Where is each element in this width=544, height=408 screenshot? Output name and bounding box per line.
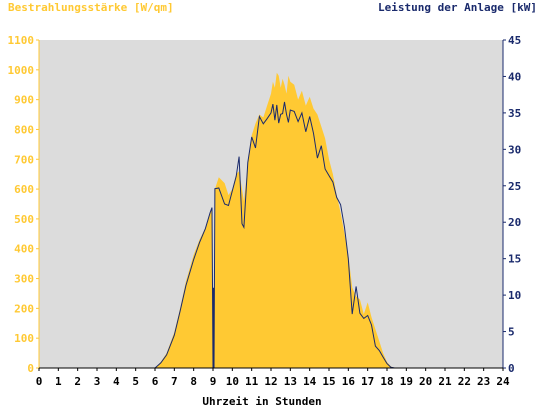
- right-axis-ticks: 0 5 10 15 20 25 30 35 40 45: [503, 34, 521, 375]
- left-tick-label: 800: [14, 123, 34, 136]
- irradiance-area-series: [39, 72, 503, 369]
- left-axis-title: Bestrahlungsstärke [W/qm]: [8, 1, 174, 14]
- x-tick-label: 5: [132, 375, 139, 388]
- right-tick-label: 20: [508, 216, 521, 229]
- x-tick-label: 12: [264, 375, 277, 388]
- power-line-layer: [39, 101, 503, 369]
- left-tick-label: 100: [14, 332, 34, 345]
- power-line-series: [39, 101, 503, 369]
- x-axis-label: Uhrzeit in Stunden: [202, 395, 321, 408]
- right-axis-title: Leistung der Anlage [kW]: [378, 1, 537, 14]
- irradiance-area-layer: [39, 72, 503, 369]
- left-tick-label: 200: [14, 302, 34, 315]
- right-tick-label: 10: [508, 289, 521, 302]
- x-tick-label: 17: [361, 375, 374, 388]
- x-tick-label: 13: [284, 375, 297, 388]
- x-tick-label: 9: [210, 375, 217, 388]
- x-tick-label: 4: [113, 375, 120, 388]
- x-tick-label: 15: [322, 375, 335, 388]
- right-tick-label: 30: [508, 143, 521, 156]
- x-axis-ticks: 0 1 2 3 4 5 6 7 8 9 10 11 12 13 14 15 16 17 18 19 20 21 22 23 24: [36, 368, 510, 388]
- x-tick-label: 0: [36, 375, 43, 388]
- x-tick-label: 1: [55, 375, 62, 388]
- x-tick-label: 24: [496, 375, 510, 388]
- right-tick-label: 45: [508, 34, 521, 47]
- left-tick-label: 600: [14, 183, 34, 196]
- left-tick-label: 1100: [8, 34, 35, 47]
- x-tick-label: 22: [458, 375, 471, 388]
- x-tick-label: 16: [342, 375, 356, 388]
- left-tick-label: 1000: [8, 64, 35, 77]
- x-tick-label: 10: [226, 375, 239, 388]
- x-tick-label: 14: [303, 375, 317, 388]
- left-tick-label: 700: [14, 153, 34, 166]
- right-tick-label: 25: [508, 180, 521, 193]
- right-tick-label: 5: [508, 326, 515, 339]
- x-tick-label: 19: [400, 375, 413, 388]
- x-tick-label: 3: [94, 375, 101, 388]
- right-tick-label: 15: [508, 253, 521, 266]
- x-tick-label: 23: [477, 375, 490, 388]
- left-tick-label: 0: [27, 362, 34, 375]
- left-axis-ticks: 0 100 200 300 400 500 600 700 800 900 1000 1100: [8, 34, 39, 375]
- right-tick-label: 35: [508, 107, 521, 120]
- x-tick-label: 7: [171, 375, 178, 388]
- x-tick-label: 20: [419, 375, 432, 388]
- left-tick-label: 300: [14, 273, 34, 286]
- x-tick-label: 8: [190, 375, 197, 388]
- x-tick-label: 11: [245, 375, 259, 388]
- left-tick-label: 500: [14, 213, 34, 226]
- right-tick-label: 40: [508, 70, 521, 83]
- x-tick-label: 2: [74, 375, 81, 388]
- right-tick-label: 0: [508, 362, 515, 375]
- x-tick-label: 6: [152, 375, 159, 388]
- left-tick-label: 400: [14, 243, 34, 256]
- left-tick-label: 900: [14, 94, 34, 107]
- x-tick-label: 21: [438, 375, 452, 388]
- x-tick-label: 18: [380, 375, 393, 388]
